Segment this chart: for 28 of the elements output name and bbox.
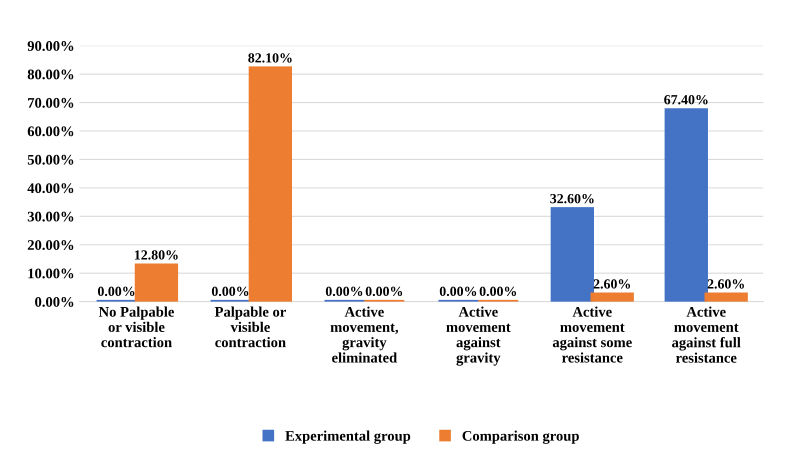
x-tick-label: Palpable or visible contraction bbox=[214, 306, 286, 348]
y-tick-label: 50.00% bbox=[28, 154, 74, 165]
data-label: 0.00% bbox=[98, 286, 134, 296]
legend-label: Experimental group bbox=[285, 430, 410, 444]
data-label: 32.60% bbox=[550, 194, 594, 204]
data-label: 0.00% bbox=[366, 286, 402, 296]
x-tick-label: No Palpable or visible contraction bbox=[98, 306, 174, 348]
y-tick-label: 20.00% bbox=[28, 240, 74, 250]
x-tick-label: Active movement against some resistance bbox=[552, 306, 632, 363]
y-tick-label: 40.00% bbox=[27, 183, 74, 194]
y-tick-label: 30.00% bbox=[28, 212, 74, 222]
y-tick-label: 70.00% bbox=[28, 98, 74, 108]
x-tick-label: Active movement, gravity eliminated bbox=[330, 306, 398, 363]
x-tick-label: Active movement against gravity bbox=[446, 306, 511, 366]
data-label: 0.00% bbox=[212, 286, 248, 296]
x-tick-label: Active movement against full resistance bbox=[672, 306, 741, 363]
data-label: 0.00% bbox=[480, 286, 516, 296]
legend-label: Comparison group bbox=[462, 430, 579, 444]
y-tick-label: 90.00% bbox=[28, 41, 74, 51]
data-label: 0.00% bbox=[440, 286, 476, 296]
data-label: 12.80% bbox=[134, 250, 178, 260]
data-label: 67.40% bbox=[664, 94, 708, 104]
y-tick-label: 80.00% bbox=[28, 69, 74, 80]
data-label: 0.00% bbox=[326, 286, 362, 296]
y-tick-label: 60.00% bbox=[28, 126, 74, 136]
data-label: 82.10% bbox=[248, 53, 292, 63]
y-tick-label: 10.00% bbox=[28, 268, 74, 278]
y-tick-label: 0.00% bbox=[35, 296, 74, 307]
